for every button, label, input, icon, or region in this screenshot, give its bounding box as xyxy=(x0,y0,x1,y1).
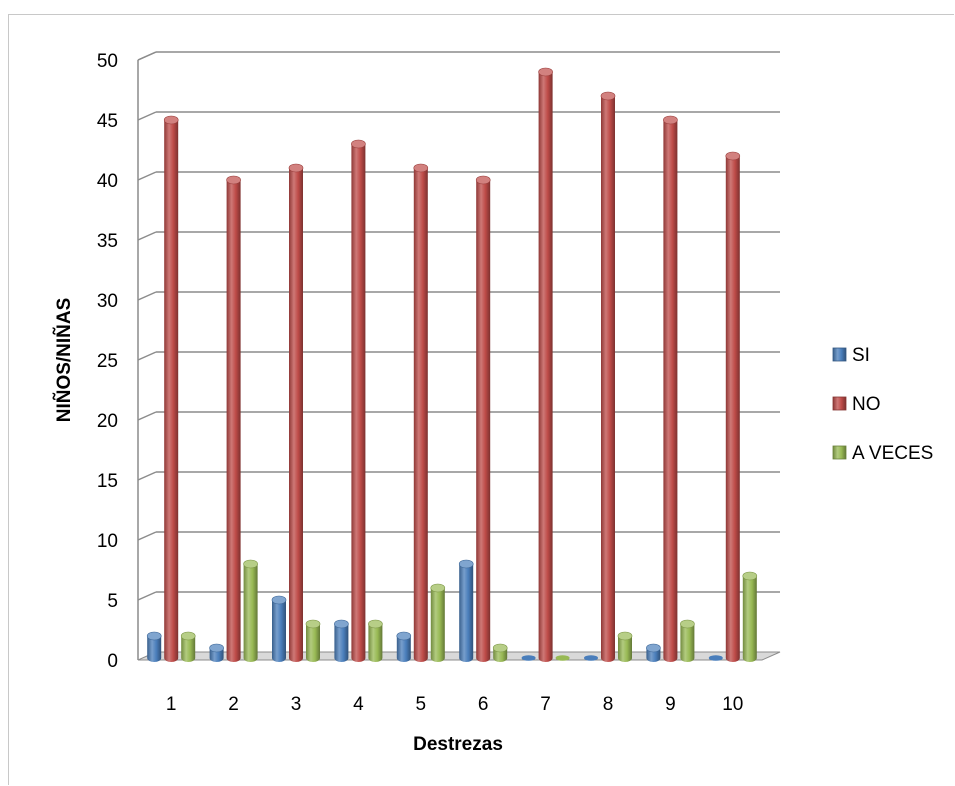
bar-a-veces-4 xyxy=(368,619,383,662)
x-tick-label: 6 xyxy=(478,694,489,715)
bar-no-1 xyxy=(163,115,179,662)
x-tick-label: 1 xyxy=(166,694,177,715)
x-tick-label: 4 xyxy=(353,694,364,715)
y-axis-ticks: 0 5 10 15 20 25 30 35 40 45 50 xyxy=(97,51,118,672)
chart-frame xyxy=(8,14,954,785)
x-tick-label: 5 xyxy=(416,694,427,715)
x-tick-label: 2 xyxy=(228,694,239,715)
bar-a-veces-1 xyxy=(180,631,196,662)
bar-a-veces-5 xyxy=(430,583,446,662)
y-tick-label: 35 xyxy=(97,231,118,252)
legend-label: SI xyxy=(852,345,870,366)
bar-a-veces-10 xyxy=(742,571,758,662)
x-axis-ticks: 1 2 3 4 5 6 7 8 9 10 xyxy=(166,694,743,715)
bar-si-1 xyxy=(146,631,162,662)
bar-a-veces-6 xyxy=(492,643,508,662)
bar-no-3 xyxy=(288,163,304,662)
bar-si-2 xyxy=(209,643,224,662)
bar-si-5 xyxy=(396,631,412,662)
bar-no-4 xyxy=(351,139,366,662)
bar-a-veces-7 xyxy=(555,655,570,661)
legend-label: A VECES xyxy=(852,443,933,464)
y-tick-label: 5 xyxy=(107,591,118,612)
x-tick-label: 9 xyxy=(665,694,676,715)
x-tick-label: 10 xyxy=(722,694,743,715)
x-tick-label: 3 xyxy=(291,694,302,715)
x-axis-title: Destrezas xyxy=(413,734,503,755)
y-tick-label: 0 xyxy=(107,651,118,672)
bar-no-7 xyxy=(538,67,553,662)
bar-si-9 xyxy=(646,643,661,662)
y-tick-label: 50 xyxy=(97,51,118,72)
bar-si-4 xyxy=(334,619,349,662)
y-tick-label: 15 xyxy=(97,471,118,492)
bar-si-6 xyxy=(458,559,474,662)
bar-si-8 xyxy=(584,655,598,661)
legend-item-a-veces: A VECES xyxy=(832,443,933,464)
legend-label: NO xyxy=(852,394,881,415)
y-tick-label: 45 xyxy=(97,111,118,132)
x-tick-label: 8 xyxy=(603,694,614,715)
bar-no-9 xyxy=(663,115,678,662)
bar-si-7 xyxy=(521,655,536,661)
y-tick-label: 20 xyxy=(97,411,118,432)
bar-no-6 xyxy=(475,175,491,662)
bar-si-3 xyxy=(271,595,287,662)
bar-a-veces-2 xyxy=(243,559,258,662)
bar-no-2 xyxy=(226,175,241,662)
bars xyxy=(146,67,758,662)
bar-a-veces-3 xyxy=(305,619,321,662)
x-tick-label: 7 xyxy=(540,694,551,715)
legend: SI NO A VECES xyxy=(832,345,933,464)
y-tick-label: 40 xyxy=(97,171,118,192)
bar-a-veces-8 xyxy=(617,631,633,662)
bar-no-8 xyxy=(600,91,616,662)
bar-no-5 xyxy=(413,163,429,662)
bar-si-10 xyxy=(708,655,723,661)
bar-a-veces-9 xyxy=(680,619,695,662)
y-tick-label: 25 xyxy=(97,351,118,372)
bar-no-10 xyxy=(725,151,741,662)
y-axis-title: NIÑOS/NIÑAS xyxy=(53,298,75,423)
y-tick-label: 10 xyxy=(97,531,118,552)
legend-item-no: NO xyxy=(832,394,881,415)
legend-item-si: SI xyxy=(832,345,870,366)
y-tick-label: 30 xyxy=(97,291,118,312)
